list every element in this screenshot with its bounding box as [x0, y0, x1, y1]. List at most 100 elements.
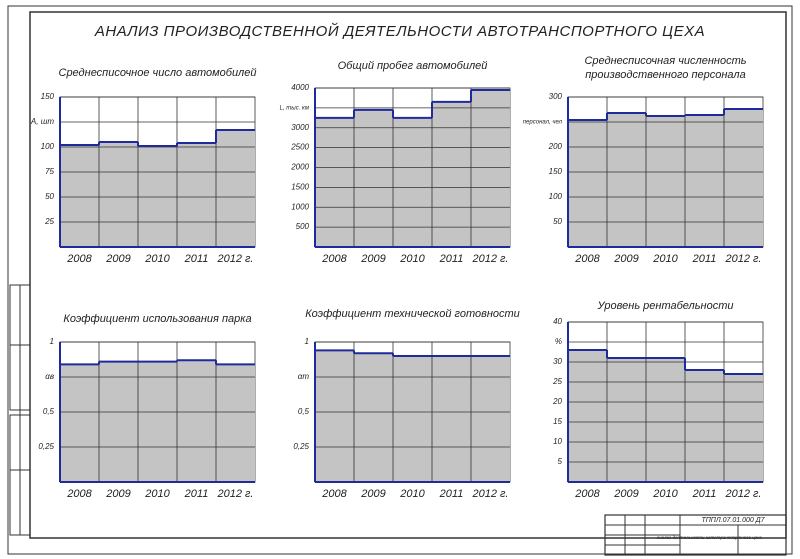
drawing-name: Анализ деятельности автотранспортного це… [655, 535, 762, 540]
x-tick-label: 2011 [184, 253, 209, 265]
bar [177, 143, 216, 247]
bar [646, 358, 685, 482]
bar [216, 130, 255, 247]
drawing-code: ТППЛ.07.01.000 Д7 [701, 517, 765, 524]
chart-title: Среднесписочная численность производстве… [584, 55, 747, 81]
x-tick-label: 2011 [692, 253, 717, 265]
bar [315, 350, 354, 482]
bar [393, 117, 432, 247]
bar [568, 350, 607, 482]
x-tick-label: 2009 [105, 488, 130, 500]
y-tick-label: L, тыс. км [280, 105, 309, 111]
x-tick-label: 2008 [574, 253, 600, 265]
y-tick-label: 500 [296, 222, 310, 231]
bar [60, 364, 99, 482]
chart-title-box: Коэффициент технической готовности [305, 308, 520, 320]
y-tick-label: 0,25 [293, 442, 309, 451]
outer-frame [7, 5, 793, 555]
x-tick-label: 2012 г. [724, 488, 761, 500]
bar [177, 360, 216, 482]
x-tick-label: 2008 [321, 488, 347, 500]
chart-title: Общий пробег автомобилей [337, 60, 488, 72]
y-tick-label: 75 [45, 167, 54, 176]
chart: Среднесписочное число автомобилей 25 50 75 1… [30, 67, 257, 265]
x-tick-label: 2008 [66, 488, 92, 500]
bar [685, 370, 724, 482]
bar [99, 361, 138, 482]
bar [607, 358, 646, 482]
bar [724, 374, 763, 482]
x-tick-label: 2009 [360, 488, 385, 500]
bar [471, 89, 510, 247]
y-tick-label: 10 [553, 437, 562, 446]
y-tick-label: 1000 [291, 202, 309, 211]
x-tick-label: 2010 [144, 488, 170, 500]
bar [471, 356, 510, 482]
bar [685, 115, 724, 247]
x-tick-label: 2012 г. [471, 253, 508, 265]
x-tick-label: 2010 [652, 488, 678, 500]
bar [99, 142, 138, 247]
bar [568, 120, 607, 247]
y-tick-label: 100 [549, 192, 563, 201]
x-tick-label: 2012 г. [724, 253, 761, 265]
y-tick-label: αв [45, 372, 54, 381]
x-tick-label: 2011 [439, 253, 464, 265]
x-tick-label: 2012 г. [471, 488, 508, 500]
chart-title: Коэффициент использования парка [63, 313, 252, 325]
y-tick-label: 20 [552, 397, 562, 406]
y-tick-label: 4000 [291, 83, 309, 92]
x-tick-label: 2011 [692, 488, 717, 500]
y-tick-label: 50 [45, 192, 54, 201]
bar [354, 109, 393, 247]
y-tick-label: 40 [553, 317, 562, 326]
inner-frame [29, 11, 787, 539]
y-tick-label: 300 [549, 92, 563, 101]
chart-title-box: Коэффициент использования парка [63, 313, 252, 325]
bar [216, 364, 255, 482]
y-tick-label: A, шт [30, 117, 54, 126]
bar [138, 146, 177, 247]
side-strips [9, 284, 31, 536]
sheet-title: АНАЛИЗ ПРОИЗВОДСТВЕННОЙ ДЕЯТЕЛЬНОСТИ АВТ… [94, 22, 705, 40]
y-tick-label: 1500 [291, 182, 309, 191]
bar [315, 117, 354, 247]
y-tick-label: 0,5 [43, 407, 55, 416]
y-tick-label: 2500 [290, 143, 309, 152]
chart-title-box: Общий пробег автомобилей [337, 60, 488, 72]
y-tick-label: 3000 [291, 123, 309, 132]
y-tick-label: 25 [552, 377, 562, 386]
bar [354, 353, 393, 482]
x-tick-label: 2010 [144, 253, 170, 265]
title-block: ТППЛ.07.01.000 Д7 Анализ деятельности ав… [604, 514, 787, 556]
y-tick-label: 150 [549, 167, 563, 176]
chart: Среднесписочная численность производстве… [523, 55, 764, 265]
x-tick-label: 2008 [574, 488, 600, 500]
x-tick-label: 2010 [652, 253, 678, 265]
x-tick-label: 2012 г. [216, 253, 253, 265]
y-tick-label: 5 [558, 457, 563, 466]
x-tick-label: 2010 [399, 253, 425, 265]
y-tick-label: 200 [548, 142, 563, 151]
y-tick-label: 30 [553, 357, 562, 366]
bar [138, 361, 177, 482]
chart: Коэффициент использования парка 0,25 0,5 αв… [38, 313, 256, 500]
bar [60, 145, 99, 247]
y-tick-label: 2000 [290, 163, 309, 172]
y-tick-label: 50 [553, 217, 562, 226]
y-tick-label: 1 [305, 337, 309, 346]
y-tick-label: 0,25 [38, 442, 54, 451]
chart-title: Коэффициент технической готовности [305, 308, 520, 320]
x-tick-label: 2009 [105, 253, 130, 265]
x-tick-label: 2010 [399, 488, 425, 500]
bar [393, 356, 432, 482]
chart: Общий пробег автомобилей 500 1000 1500 2000 2… [280, 60, 511, 265]
y-tick-label: 0,5 [298, 407, 310, 416]
y-tick-label: 15 [553, 417, 562, 426]
bar [432, 101, 471, 247]
bar [432, 356, 471, 482]
chart-title-box: Уровень рентабельности [598, 300, 734, 312]
y-tick-label: 100 [41, 142, 55, 151]
x-tick-label: 2008 [321, 253, 347, 265]
